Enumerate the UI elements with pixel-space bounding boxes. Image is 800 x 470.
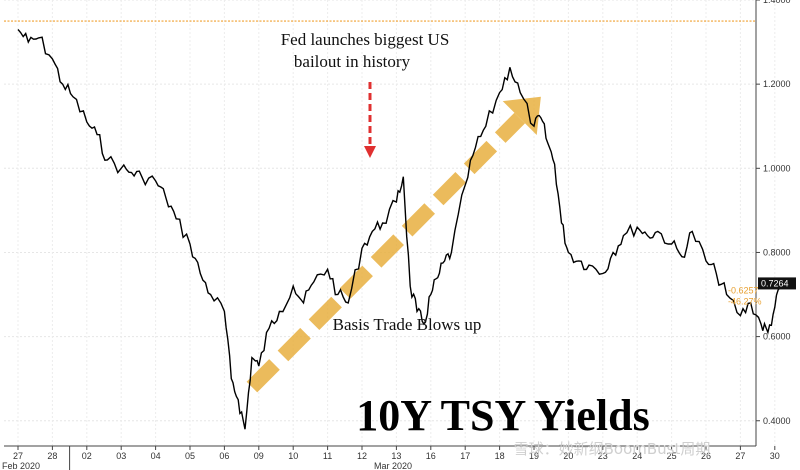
x-tick-label-22: 30 [770,451,780,461]
x-axis: 27 28 02 03 04 05 06 09 10 11 12 13 16 17 18 19 20 23 24 25… [2,446,780,470]
y-tick-label-0: 0.4000 [763,416,791,426]
last-value-label: 0.7264 [761,278,789,288]
x-tick-label-8: 10 [288,451,298,461]
chart-title: 10Y TSY Yields [356,391,649,440]
x-tick-label-5: 05 [185,451,195,461]
x-tick-label-10: 12 [357,451,367,461]
trend-arrow-shaft [246,112,526,393]
x-tick-label-14: 18 [495,451,505,461]
change-label-abs: -0.6257 [728,285,759,295]
annotation-fed-line-1: Fed launches biggest US [281,30,450,49]
x-tick-label-0: 27 [13,451,23,461]
annotation-fed-line-2: bailout in history [294,52,411,71]
annotation-basis-trade: Basis Trade Blows up [333,315,482,334]
x-tick-label-21: 27 [735,451,745,461]
x-tick-label-11: 13 [391,451,401,461]
x-tick-label-3: 03 [116,451,126,461]
x-tick-label-6: 06 [219,451,229,461]
y-axis: 0.4000 0.6000 0.8000 1.0000 1.2000 1.4000 [756,0,791,426]
x-tick-label-17: 23 [598,451,608,461]
x-tick-label-18: 24 [632,451,642,461]
x-month-label-0: Feb 2020 [2,461,40,470]
x-tick-label-2: 02 [82,451,92,461]
x-tick-label-13: 17 [460,451,470,461]
y-tick-label-2: 0.8000 [763,247,791,257]
x-tick-label-4: 04 [151,451,161,461]
series-line-10y-yield [17,29,793,430]
x-tick-label-9: 11 [323,451,332,461]
y-tick-label-3: 1.0000 [763,163,791,173]
x-tick-label-7: 09 [254,451,264,461]
trend-arrow [246,96,541,393]
fed-arrow-marker [364,82,376,158]
fed-arrow-head [364,146,376,158]
last-value-box [758,277,796,290]
watermark: 雪球：妙新纲BoomBust周期 [514,440,711,458]
x-tick-label-16: 20 [563,451,573,461]
x-tick-label-15: 19 [529,451,539,461]
x-tick-label-12: 16 [426,451,436,461]
last-value-marker: 0.7264-0.6257-46.27% [728,277,796,306]
y-tick-label-5: 1.4000 [763,0,791,5]
x-month-label-1: Mar 2020 [374,461,412,470]
x-tick-label-19: 25 [667,451,677,461]
y-tick-label-1: 0.6000 [763,332,791,342]
x-tick-label-20: 26 [701,451,711,461]
trend-arrow-head [502,96,541,135]
x-tick-label-1: 28 [47,451,57,461]
y-tick-label-4: 1.2000 [763,79,791,89]
change-label-pct: -46.27% [728,296,762,306]
